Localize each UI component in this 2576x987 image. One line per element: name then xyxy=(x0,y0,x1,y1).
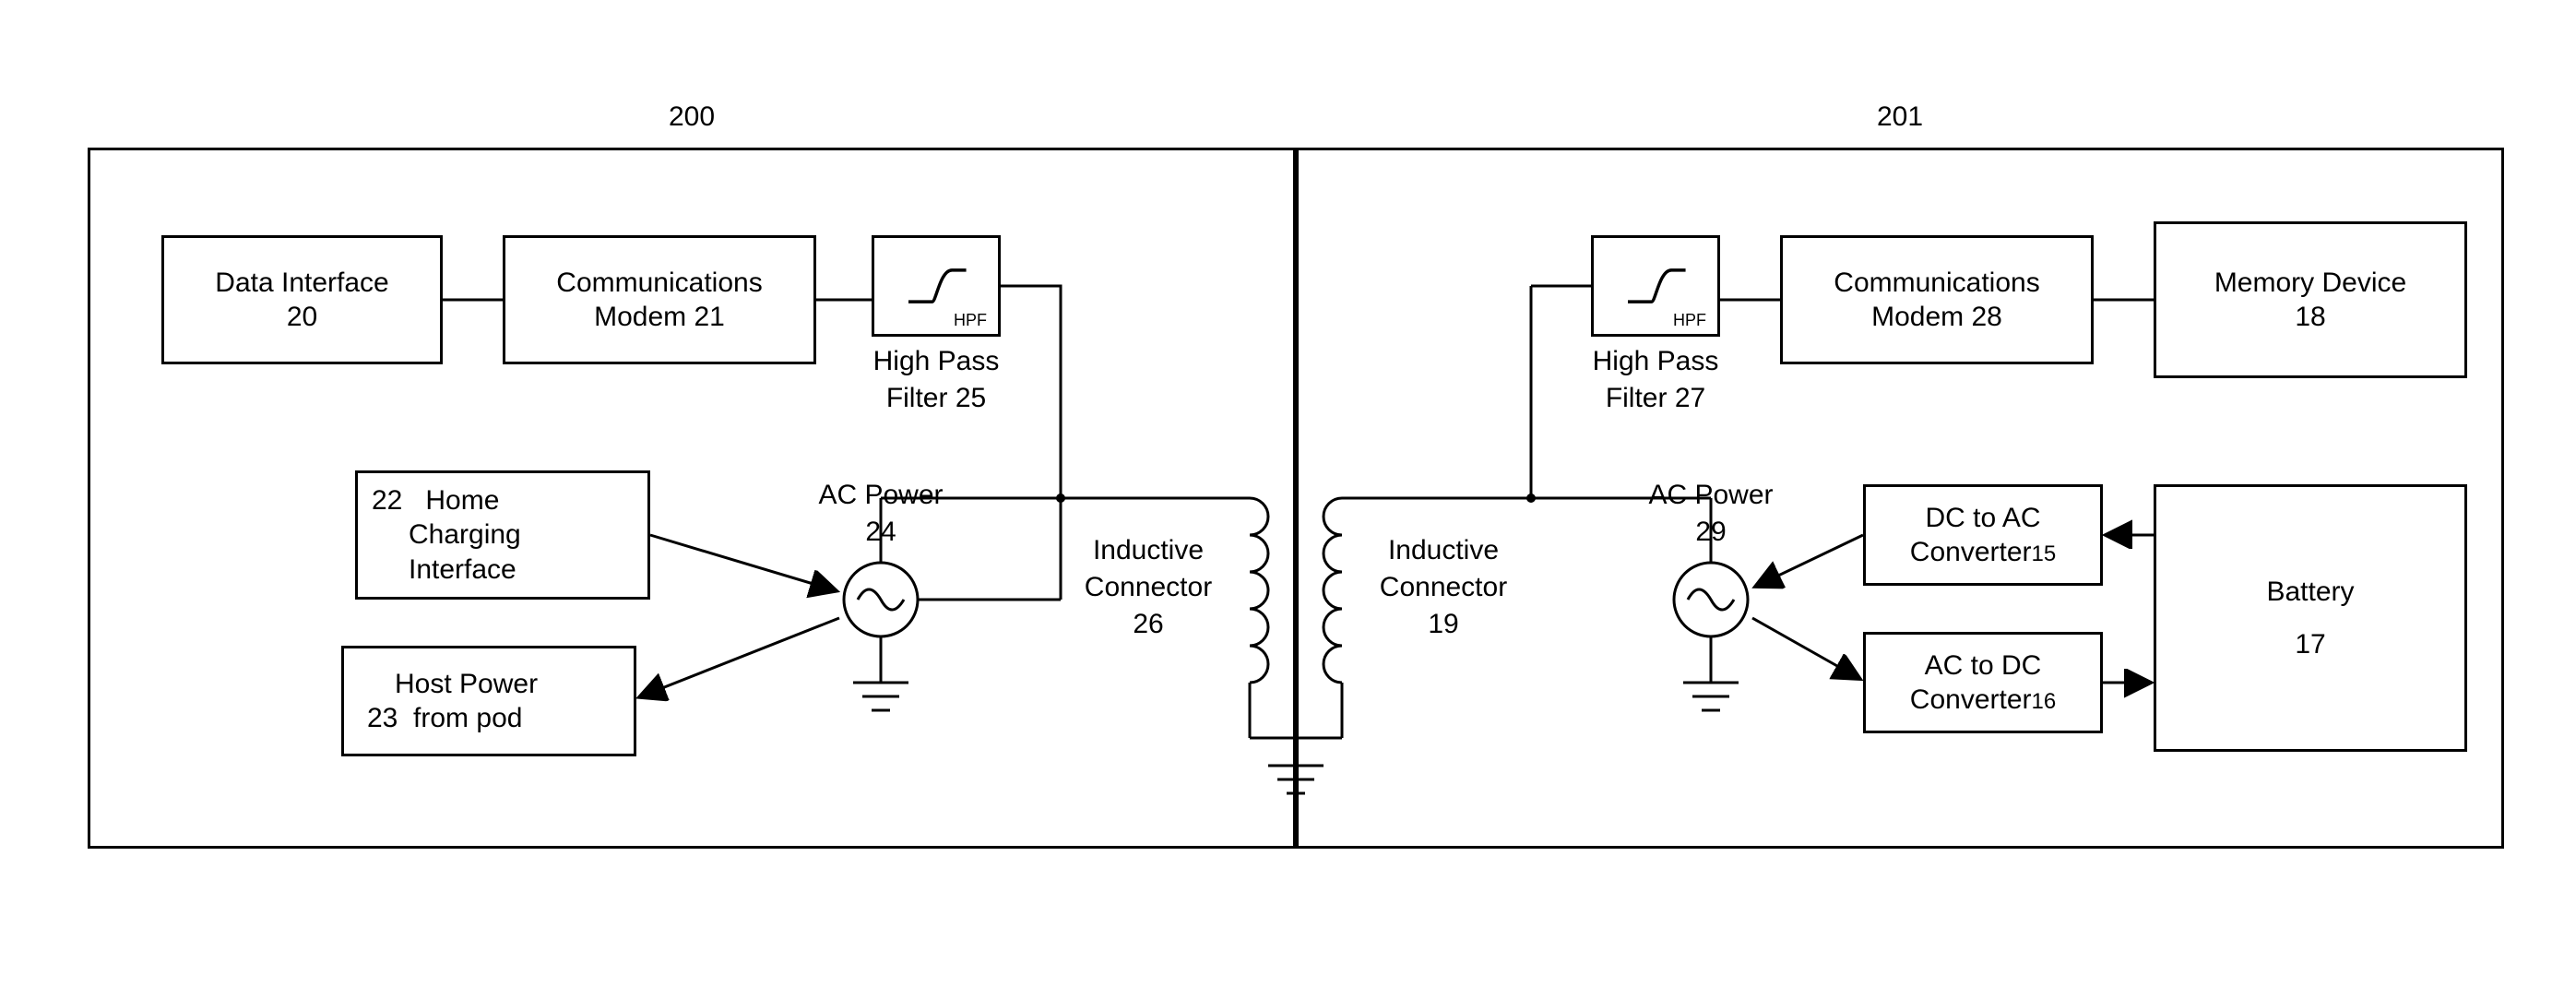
text: Charging xyxy=(372,517,521,553)
hpf-text: HPF xyxy=(1673,310,1706,331)
text: Memory Device xyxy=(2214,266,2406,301)
block-hpf-right: HPF xyxy=(1591,235,1720,337)
ac-power-right-label2: 29 xyxy=(1642,517,1780,548)
ref: 16 xyxy=(2032,689,2057,714)
text: Data Interface xyxy=(215,266,388,301)
text: Communications xyxy=(1834,266,2039,301)
block-memory-device: Memory Device 18 xyxy=(2154,221,2467,378)
block-data-interface: Data Interface 20 xyxy=(161,235,443,364)
text: 23 from pod xyxy=(367,701,522,736)
block-dc-to-ac: DC to AC Converter15 xyxy=(1863,484,2103,586)
ac-power-left-label2: 24 xyxy=(812,517,950,548)
hpf-left-label2: Filter 25 xyxy=(872,383,1001,414)
inductive-left-l2: Connector xyxy=(1074,572,1222,603)
text: Battery xyxy=(2266,575,2354,610)
inductive-left-l3: 26 xyxy=(1074,609,1222,640)
block-host-power: Host Power 23 from pod xyxy=(341,646,636,756)
hpf-right-label1: High Pass xyxy=(1591,346,1720,377)
ac-power-right-label1: AC Power xyxy=(1642,480,1780,511)
text: Host Power xyxy=(367,667,538,702)
inductive-right-l1: Inductive xyxy=(1370,535,1517,566)
ref: 22 xyxy=(372,485,402,516)
text: 18 xyxy=(2295,300,2325,335)
panel-right-id: 201 xyxy=(1845,101,1955,133)
text: Converter16 xyxy=(1910,683,2056,718)
ac-power-left-label1: AC Power xyxy=(812,480,950,511)
hpf-right-label2: Filter 27 xyxy=(1586,383,1725,414)
text: AC to DC xyxy=(1925,648,2042,684)
hpf-text: HPF xyxy=(954,310,987,331)
ref: 23 xyxy=(367,703,398,733)
text: Modem 28 xyxy=(1871,300,2002,335)
hpf-glyph-icon xyxy=(895,258,978,314)
block-home-charging: 22 Home Charging Interface xyxy=(355,470,650,600)
block-ac-to-dc: AC to DC Converter16 xyxy=(1863,632,2103,733)
ref: 15 xyxy=(2032,541,2057,566)
block-battery: Battery 17 xyxy=(2154,484,2467,752)
text: DC to AC xyxy=(1925,501,2040,536)
text: from pod xyxy=(413,703,522,733)
text: 17 xyxy=(2295,627,2325,662)
inductive-left-l1: Inductive xyxy=(1074,535,1222,566)
text: Interface xyxy=(372,553,516,588)
text: Home xyxy=(425,485,499,516)
text: 22 Home xyxy=(372,483,499,518)
panel-left-id: 200 xyxy=(636,101,747,133)
hpf-left-label1: High Pass xyxy=(872,346,1001,377)
text: Modem 21 xyxy=(594,300,725,335)
text: 20 xyxy=(287,300,317,335)
block-comm-modem-left: Communications Modem 21 xyxy=(503,235,816,364)
inductive-right-l2: Connector xyxy=(1370,572,1517,603)
inductive-right-l3: 19 xyxy=(1370,609,1517,640)
text: Converter15 xyxy=(1910,535,2056,570)
block-comm-modem-right: Communications Modem 28 xyxy=(1780,235,2094,364)
text: Communications xyxy=(556,266,762,301)
text: Converter xyxy=(1910,684,2032,715)
hpf-glyph-icon xyxy=(1614,258,1697,314)
text: Converter xyxy=(1910,537,2032,567)
block-hpf-left: HPF xyxy=(872,235,1001,337)
